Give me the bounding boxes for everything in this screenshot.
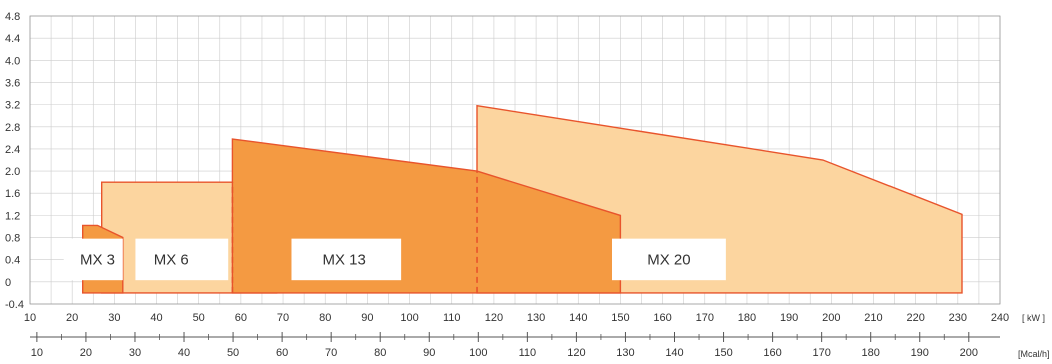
y-tick-label: 0.4 [5,255,20,267]
plot-frame [29,15,1001,305]
y-tick-label: 3.2 [5,100,20,112]
x-axis-kw: [ kW ] 10 20 30 40 50 60 70 80 90 100 110 120 130 140… [24,312,1045,324]
x-tick-label: 30 [108,312,120,324]
x-tick-label: 130 [527,312,545,324]
y-tick-label: 0.8 [5,233,20,245]
y-tick-label: 4.4 [5,33,20,45]
y-tick-label: 4.8 [5,11,20,23]
x-tick-label: 140 [569,312,587,324]
mcal-tick-label: 30 [129,347,141,359]
y-tick-label: 3.6 [5,77,20,89]
x-tick-label: 100 [400,312,418,324]
label-box [291,238,402,281]
area-label-mx-6: MX 6 [154,252,189,269]
x-tick-label: 40 [150,312,162,324]
mcal-tick-label: 70 [325,347,337,359]
x-tick-label: 190 [780,312,798,324]
mcal-tick-label: 10 [31,347,43,359]
y-tick-label: 2.4 [5,144,20,156]
x-tick-label: 20 [66,312,78,324]
label-box [63,238,123,281]
x-tick-label: 170 [696,312,714,324]
x-tick-label: 180 [738,312,756,324]
x-tick-label: 50 [193,312,205,324]
x-tick-label: 210 [864,312,882,324]
x-tick-label: 240 [991,312,1009,324]
mcal-tick-label: 190 [911,347,929,359]
x-tick-label: 110 [443,312,461,324]
x-tick-label: 80 [319,312,331,324]
x-tick-label: 90 [361,312,373,324]
mcal-tick-label: 110 [519,347,537,359]
mcal-tick-label: 180 [862,347,880,359]
mcal-tick-label: 100 [469,347,487,359]
x-axis-mcal: [Mcal/h] 10 20 30 40 50 60 70 80 90 100 110 120 130 1… [30,332,1050,359]
area-label-mx-20: MX 20 [647,252,690,269]
y-tick-label: -0.4 [5,299,24,311]
y-tick-label: 4.0 [5,55,20,67]
area-label-mx-3: MX 3 [80,252,115,269]
x-tick-label: 10 [24,312,36,324]
mcal-tick-label: 40 [178,347,190,359]
mcal-tick-label: 20 [80,347,92,359]
mcal-tick-label: 90 [423,347,435,359]
label-box [612,238,726,281]
x-tick-label: 200 [822,312,840,324]
x-tick-label: 160 [653,312,671,324]
y-axis: -0.4 0 0.4 0.8 1.2 1.6 2.0 2.4 2.8 3.2 3.6 4.0 4.4 4.… [5,11,24,311]
label-box [135,238,229,281]
y-tick-label: 0 [5,277,11,289]
dashed-lines [231,171,478,293]
y-tick-label: 1.6 [5,188,20,200]
x-unit-label: [ kW ] [1022,313,1045,323]
x-tick-label: 150 [611,312,629,324]
x-tick-label: 220 [906,312,924,324]
area-labels: MX 20 MX 6 MX 13 MX 3 [80,252,691,269]
mcal-tick-label: 120 [567,347,585,359]
x-tick-label: 230 [949,312,967,324]
y-tick-label: 2.0 [5,166,20,178]
mcal-tick-label: 170 [812,347,830,359]
mcal-unit-label: [Mcal/h] [1018,349,1050,359]
x-tick-label: 120 [485,312,503,324]
x-tick-label: 70 [277,312,289,324]
mcal-tick-label: 60 [276,347,288,359]
area-label-mx-13: MX 13 [323,252,366,269]
mcal-tick-label: 140 [665,347,683,359]
mcal-tick-label: 50 [227,347,239,359]
mcal-tick-label: 80 [374,347,386,359]
mcal-tick-label: 160 [763,347,781,359]
y-tick-label: 1.2 [5,210,20,222]
y-tick-label: 2.8 [5,122,20,134]
x-tick-label: 60 [235,312,247,324]
mcal-tick-label: 130 [616,347,634,359]
mcal-tick-label: 200 [960,347,978,359]
label-boxes [63,238,726,281]
mcal-tick-label: 150 [714,347,732,359]
